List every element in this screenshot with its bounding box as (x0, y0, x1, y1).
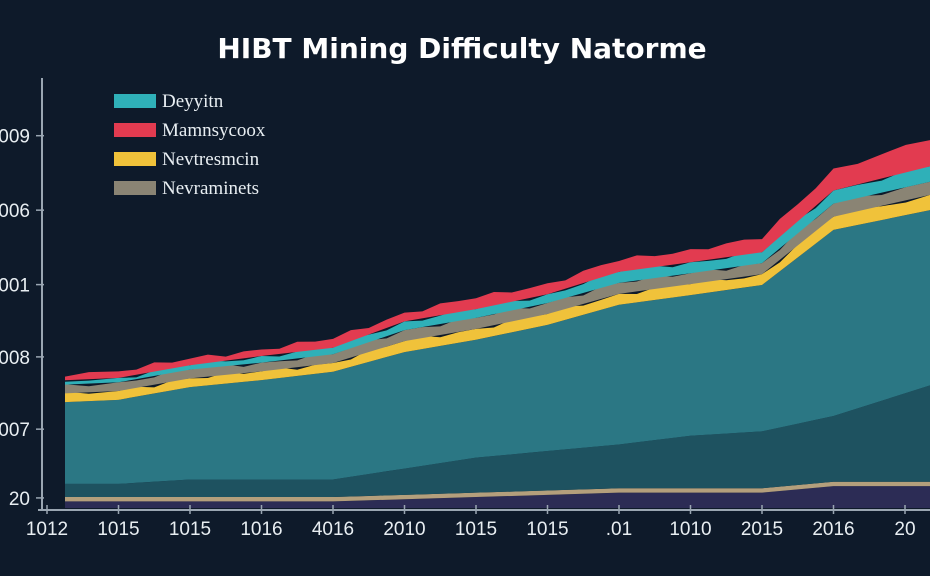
y-tick-label: 007 (0, 420, 30, 441)
x-tick-label: 1010 (669, 519, 711, 540)
x-tick-label: 1015 (169, 519, 211, 540)
y-ticks: 20 007 008 001 006 009 (0, 127, 44, 510)
y-tick-label: 009 (0, 127, 30, 148)
y-tick-label: 20 (9, 489, 30, 510)
y-tick-label: 008 (0, 348, 30, 369)
legend-swatch (114, 123, 156, 137)
x-tick-label: 2015 (741, 519, 783, 540)
x-tick-label: 1015 (97, 519, 139, 540)
x-tick-label: .01 (606, 519, 632, 540)
y-tick-label: 006 (0, 201, 30, 222)
legend-swatch (114, 152, 156, 166)
x-tick-label: 20 (894, 519, 915, 540)
legend-label: Mamnsycoox (162, 120, 266, 141)
x-tick-label: 2010 (383, 519, 425, 540)
x-ticks: 1012 1015 1015 1016 4016 2010 1015 1015 .01 1010 2… (26, 505, 916, 540)
stacked-areas (65, 140, 930, 508)
area-series-4 (65, 194, 930, 403)
legend: Deyyitn Mamnsycoox Nevtresmcin Nevraminets (114, 91, 266, 199)
x-tick-label: 1016 (240, 519, 282, 540)
area-series-2 (65, 385, 930, 498)
legend-label: Nevraminets (162, 178, 259, 199)
y-tick-label: 001 (0, 276, 30, 297)
legend-swatch (114, 181, 156, 195)
x-tick-label: 1015 (526, 519, 568, 540)
area-series-3 (65, 210, 930, 484)
legend-label: Deyyitn (162, 91, 224, 112)
legend-label: Nevtresmcin (162, 149, 260, 170)
legend-swatch (114, 94, 156, 108)
x-tick-label: 1015 (455, 519, 497, 540)
x-tick-label: 2016 (812, 519, 854, 540)
area-series-6 (65, 166, 930, 385)
area-series-0 (65, 486, 930, 508)
area-series-5 (65, 181, 930, 394)
area-series-1 (65, 481, 930, 502)
x-tick-label: 1012 (26, 519, 68, 540)
chart-title: HIBT Mining Difficulty Natorme (217, 32, 706, 65)
x-tick-label: 4016 (312, 519, 354, 540)
